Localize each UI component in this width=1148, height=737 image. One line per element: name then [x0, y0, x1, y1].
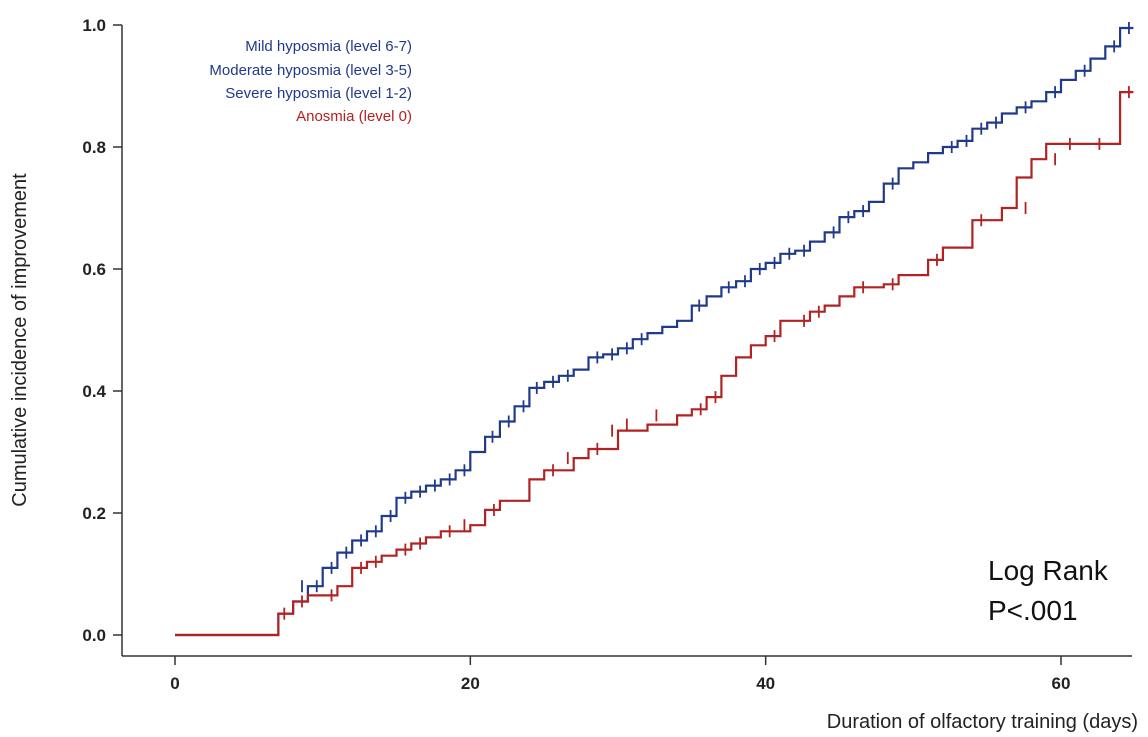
- y-tick-label: 0.6: [82, 260, 106, 279]
- plot-area: [175, 22, 1134, 637]
- y-tick-label: 0.0: [82, 626, 106, 645]
- legend: Mild hyposmia (level 6-7) Moderate hypos…: [209, 38, 412, 125]
- log-rank-label: Log Rank: [988, 555, 1109, 586]
- series-line-1: [175, 91, 1134, 637]
- p-value-label: P<.001: [988, 595, 1078, 626]
- axes: 0.0 0.2 0.4 0.6 0.8 1.0 0 20 40 60: [82, 16, 1132, 693]
- legend-entry-anosmia: Anosmia (level 0): [296, 108, 412, 125]
- legend-entry-mild: Mild hyposmia (level 6-7): [245, 38, 412, 55]
- x-tick-label: 60: [1052, 674, 1071, 693]
- x-tick-label: 0: [170, 674, 179, 693]
- y-tick-label: 0.2: [82, 504, 106, 523]
- y-tick-label: 0.4: [82, 382, 106, 401]
- x-axis-title: Duration of olfactory training (days): [827, 711, 1138, 733]
- y-tick-label: 0.8: [82, 138, 106, 157]
- y-tick-label: 1.0: [82, 16, 106, 35]
- y-axis-title: Cumulative incidence of improvement: [9, 173, 31, 507]
- legend-entry-moderate: Moderate hyposmia (level 3-5): [209, 62, 412, 79]
- x-tick-label: 40: [756, 674, 775, 693]
- legend-entry-severe: Severe hyposmia (level 1-2): [225, 85, 412, 102]
- x-tick-label: 20: [461, 674, 480, 693]
